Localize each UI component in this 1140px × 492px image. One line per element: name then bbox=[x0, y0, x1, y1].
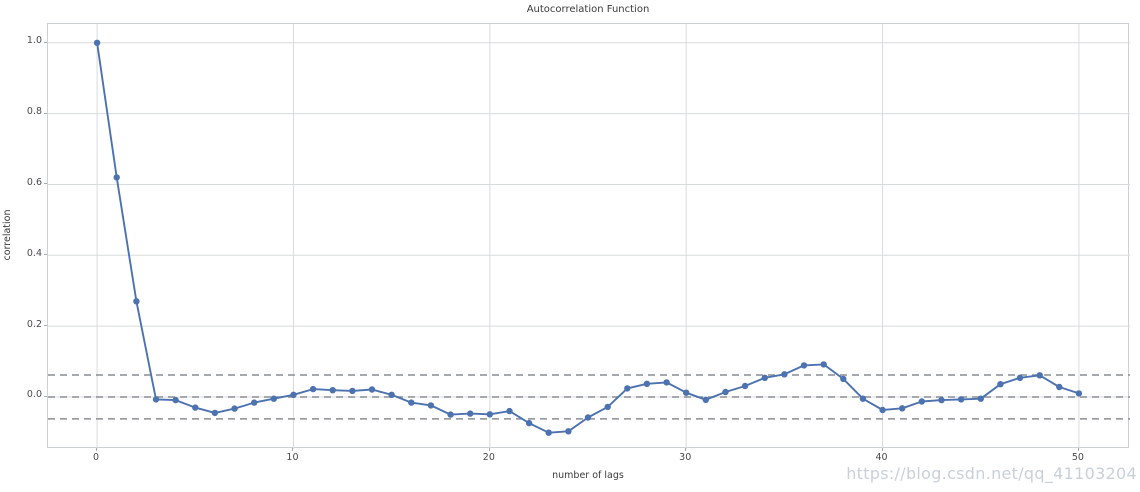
acf-marker bbox=[231, 405, 238, 412]
acf-marker bbox=[192, 404, 199, 411]
acf-marker bbox=[899, 405, 906, 412]
y-tick-mark bbox=[44, 395, 47, 397]
x-axis-label: number of lags bbox=[552, 470, 624, 481]
acf-marker bbox=[388, 391, 395, 398]
watermark-url: https://blog.csdn.net/qq_41103204 bbox=[846, 464, 1137, 483]
y-tick-label: 0.0 bbox=[26, 389, 42, 401]
acf-chart-canvas bbox=[48, 24, 1130, 449]
acf-marker bbox=[683, 389, 690, 396]
acf-marker bbox=[290, 391, 297, 398]
x-tick-mark bbox=[685, 448, 687, 451]
acf-marker bbox=[584, 414, 592, 421]
acf-line bbox=[96, 42, 1080, 434]
acf-marker bbox=[800, 362, 808, 369]
plot-area bbox=[47, 23, 1130, 449]
x-tick-mark bbox=[1077, 448, 1079, 451]
x-tick-label: 40 bbox=[875, 452, 888, 463]
x-tick-label: 30 bbox=[679, 452, 692, 463]
y-tick-label: 0.4 bbox=[26, 247, 42, 259]
x-tick-mark bbox=[96, 448, 98, 451]
y-tick-mark bbox=[44, 112, 47, 114]
x-tick-mark bbox=[488, 448, 490, 451]
acf-marker bbox=[722, 388, 729, 396]
x-tick-label: 0 bbox=[93, 452, 100, 463]
y-tick-label: 1.0 bbox=[26, 35, 42, 47]
y-tick-label: 0.6 bbox=[26, 176, 42, 188]
x-tick-mark bbox=[292, 448, 294, 451]
y-tick-label: 0.8 bbox=[26, 106, 42, 118]
acf-marker bbox=[565, 428, 572, 435]
chart-title: Autocorrelation Function bbox=[526, 4, 650, 15]
acf-marker bbox=[624, 385, 631, 392]
acf-marker bbox=[349, 387, 356, 395]
y-tick-label: 0.2 bbox=[26, 318, 42, 330]
y-tick-mark bbox=[44, 254, 47, 256]
x-tick-label: 10 bbox=[286, 452, 299, 463]
acf-marker bbox=[211, 409, 219, 417]
acf-marker bbox=[506, 407, 513, 415]
acf-marker bbox=[957, 396, 965, 403]
acf-marker bbox=[859, 395, 867, 402]
acf-marker bbox=[486, 411, 493, 418]
y-tick-mark bbox=[44, 325, 47, 327]
acf-marker bbox=[997, 381, 1004, 388]
acf-marker bbox=[840, 375, 847, 383]
acf-marker bbox=[1056, 383, 1063, 391]
acf-marker bbox=[447, 411, 454, 418]
y-tick-mark bbox=[44, 41, 47, 43]
acf-marker bbox=[604, 403, 611, 411]
acf-marker bbox=[918, 398, 925, 405]
acf-marker bbox=[879, 406, 886, 414]
x-tick-mark bbox=[881, 448, 883, 451]
acf-marker bbox=[977, 395, 984, 402]
acf-marker bbox=[309, 385, 317, 393]
acf-marker bbox=[938, 396, 945, 404]
acf-marker bbox=[1075, 390, 1083, 397]
acf-marker bbox=[368, 386, 376, 393]
y-tick-mark bbox=[44, 183, 47, 185]
acf-marker bbox=[663, 379, 670, 386]
acf-marker bbox=[741, 382, 749, 390]
acf-marker bbox=[251, 399, 258, 406]
acf-marker bbox=[467, 410, 474, 417]
acf-marker bbox=[761, 374, 768, 381]
acf-marker bbox=[820, 361, 827, 368]
acf-marker bbox=[113, 174, 120, 181]
acf-marker bbox=[172, 396, 179, 404]
acf-marker bbox=[133, 298, 140, 305]
acf-marker bbox=[1016, 374, 1024, 381]
acf-marker bbox=[152, 396, 160, 403]
x-tick-label: 50 bbox=[1071, 452, 1084, 463]
acf-marker bbox=[643, 380, 651, 387]
acf-marker bbox=[781, 371, 788, 378]
x-tick-label: 20 bbox=[482, 452, 495, 463]
acf-marker bbox=[525, 419, 533, 427]
acf-marker bbox=[1036, 372, 1043, 379]
acf-marker bbox=[93, 39, 101, 46]
acf-marker bbox=[408, 399, 415, 406]
acf-marker bbox=[702, 396, 709, 403]
y-axis-label: correlation bbox=[2, 209, 13, 261]
acf-marker bbox=[270, 395, 277, 402]
acf-marker bbox=[545, 429, 552, 436]
acf-marker bbox=[427, 402, 435, 409]
acf-marker bbox=[329, 387, 336, 394]
